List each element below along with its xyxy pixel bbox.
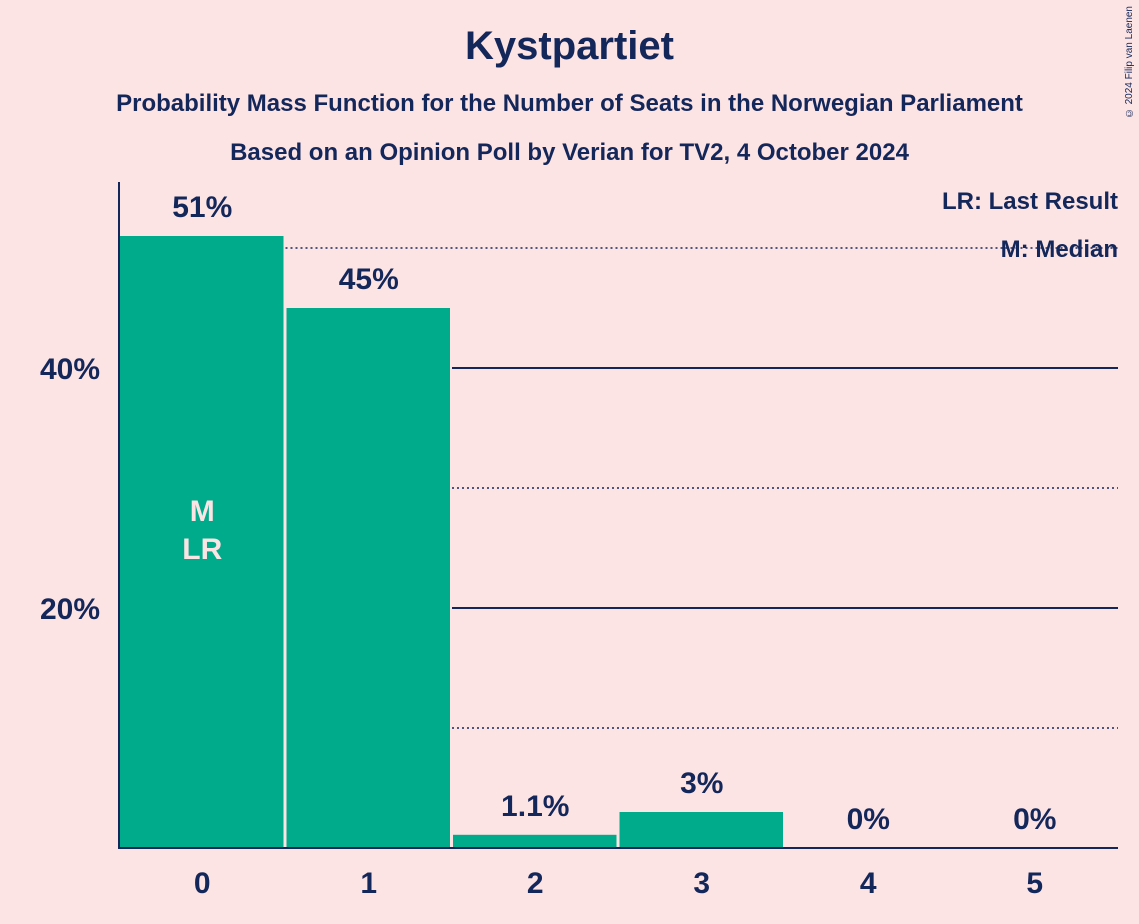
bar-0 bbox=[120, 236, 284, 848]
y-tick-label-20: 20% bbox=[40, 593, 100, 626]
bar-2 bbox=[453, 834, 617, 848]
value-label-3: 3% bbox=[680, 767, 723, 800]
x-tick-label-5: 5 bbox=[1026, 867, 1043, 900]
value-label-4: 0% bbox=[847, 803, 890, 836]
bar-3 bbox=[619, 812, 783, 848]
bar-1 bbox=[286, 308, 450, 848]
median-marker: M bbox=[190, 495, 215, 528]
bars bbox=[120, 236, 783, 848]
x-tick-label-4: 4 bbox=[860, 867, 877, 900]
x-tick-label-2: 2 bbox=[527, 867, 544, 900]
legend-median: M: Median bbox=[1001, 236, 1118, 263]
x-tick-label-3: 3 bbox=[693, 867, 710, 900]
legend-last-result: LR: Last Result bbox=[942, 188, 1118, 215]
chart-title: Kystpartiet bbox=[465, 24, 674, 68]
axes: 0 1 2 3 4 5 20% 40% bbox=[40, 182, 1118, 900]
y-tick-label-40: 40% bbox=[40, 353, 100, 386]
gridlines bbox=[285, 247, 1118, 729]
x-tick-label-1: 1 bbox=[360, 867, 377, 900]
value-label-2: 1.1% bbox=[501, 790, 569, 823]
x-tick-label-0: 0 bbox=[194, 867, 211, 900]
chart-source-subtitle: Based on an Opinion Poll by Verian for T… bbox=[230, 139, 909, 166]
chart-subtitle: Probability Mass Function for the Number… bbox=[116, 90, 1023, 117]
value-label-1: 45% bbox=[339, 263, 399, 296]
value-label-0: 51% bbox=[172, 191, 232, 224]
last-result-marker: LR bbox=[182, 533, 222, 566]
value-label-5: 0% bbox=[1013, 803, 1056, 836]
value-labels: 51% 45% 1.1% 3% 0% 0% M LR bbox=[172, 191, 1056, 836]
